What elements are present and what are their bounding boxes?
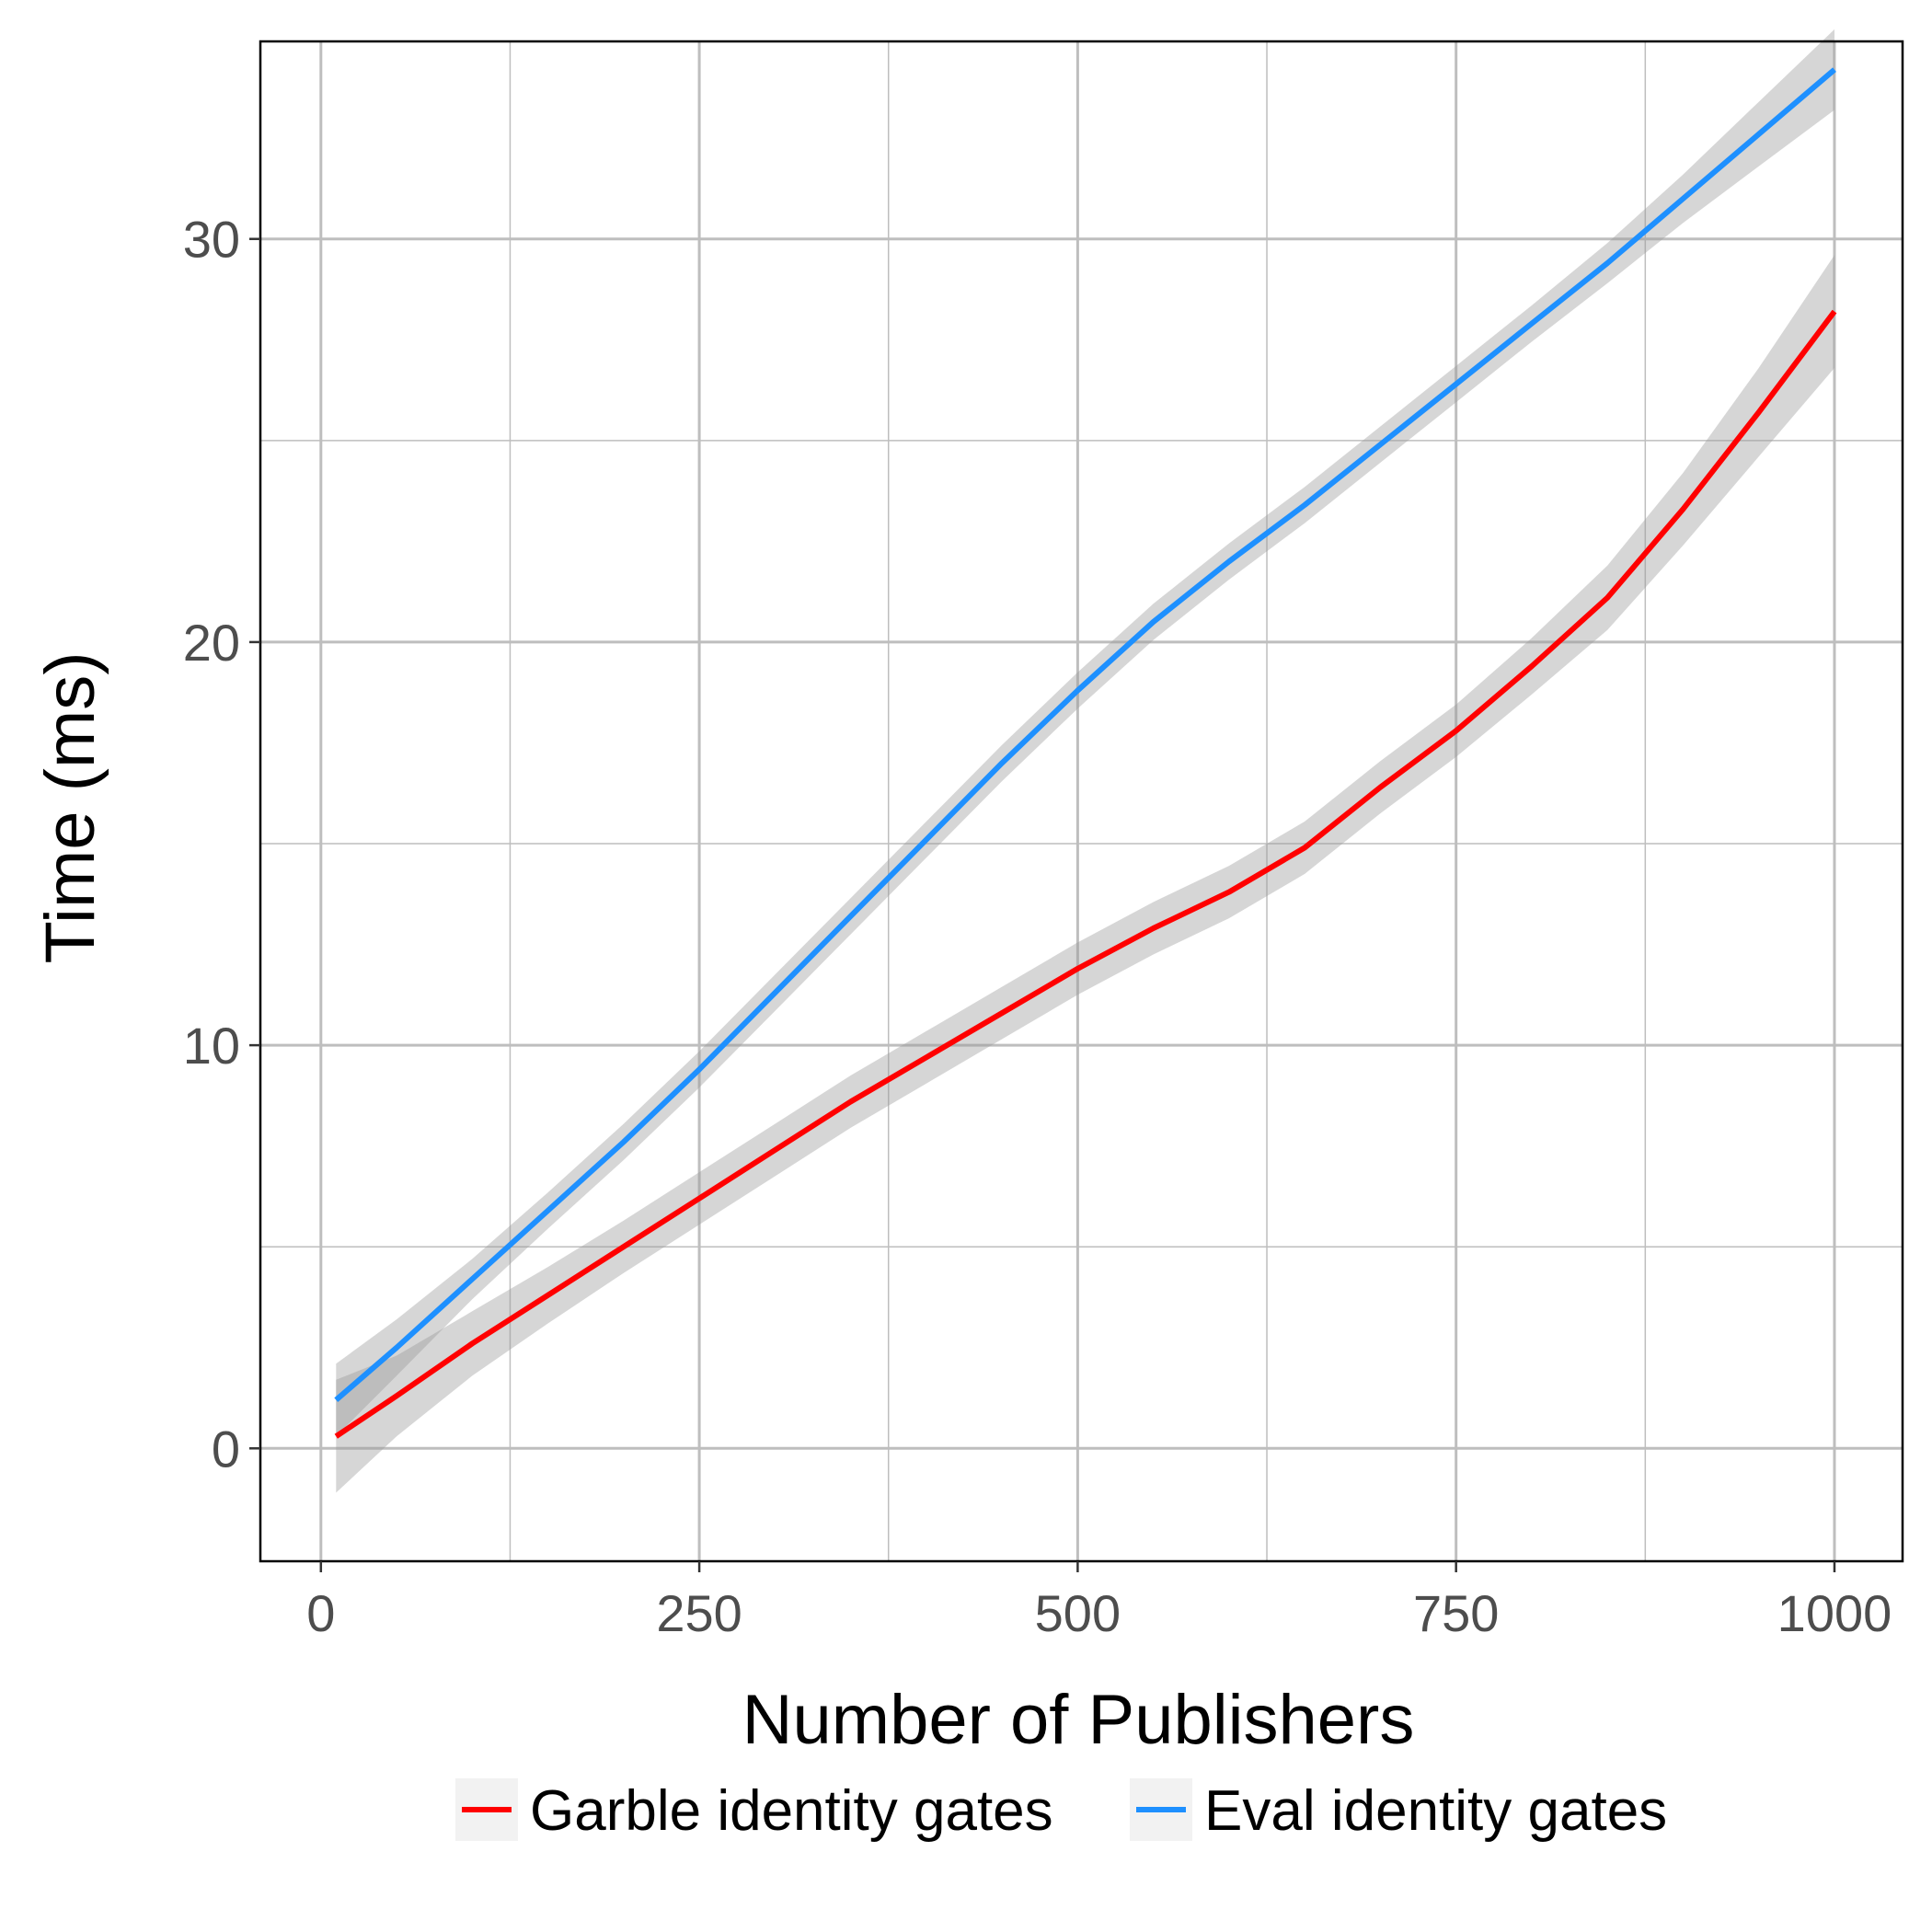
- x-tick-label: 1000: [1777, 1584, 1892, 1642]
- legend-label-eval: Eval identity gates: [1204, 1779, 1667, 1843]
- series-line-eval: [334, 67, 1836, 1402]
- y-tick-label: 0: [212, 1420, 240, 1478]
- minor-gridlines: [260, 41, 1903, 1561]
- legend-label-garble: Garble identity gates: [530, 1779, 1053, 1843]
- x-axis: 0 250 500 750 1000: [306, 1561, 1892, 1642]
- x-tick-label: 500: [1035, 1584, 1121, 1642]
- legend-item-eval: Eval identity gates: [1130, 1778, 1667, 1843]
- x-axis-title: Number of Publishers: [742, 1681, 1415, 1759]
- y-axis-title: Time (ms): [31, 651, 109, 963]
- confidence-band-garble: [336, 255, 1834, 1493]
- y-tick-label: 20: [183, 614, 240, 672]
- major-gridlines: [260, 41, 1903, 1561]
- confidence-ribbons: [336, 29, 1834, 1493]
- y-tick-label: 30: [183, 211, 240, 269]
- x-tick-label: 0: [306, 1584, 335, 1642]
- y-axis: 0 10 20 30: [183, 211, 260, 1478]
- legend: Garble identity gates Eval identity gate…: [455, 1778, 1667, 1843]
- x-tick-label: 750: [1413, 1584, 1499, 1642]
- series-lines: [334, 67, 1837, 1439]
- x-tick-label: 250: [656, 1584, 742, 1642]
- y-tick-label: 10: [183, 1017, 240, 1075]
- confidence-band-eval: [336, 29, 1834, 1437]
- series-line-garble: [334, 309, 1837, 1439]
- plot-panel-border: [259, 40, 1904, 1563]
- legend-item-garble: Garble identity gates: [455, 1778, 1053, 1843]
